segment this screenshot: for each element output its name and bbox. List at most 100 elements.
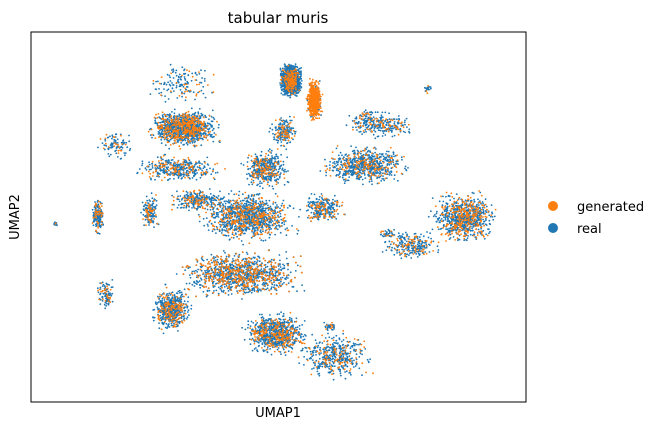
point-real (404, 239, 406, 241)
point-real (449, 199, 451, 202)
point-real (233, 193, 236, 196)
point-real (481, 201, 484, 203)
point-real (483, 220, 485, 223)
point-real (211, 129, 214, 132)
point-real (203, 165, 206, 168)
point-real (493, 215, 496, 218)
point-real (345, 160, 348, 163)
point-real (407, 167, 409, 169)
point-real (463, 221, 466, 224)
point-real (177, 139, 180, 142)
point-real (484, 223, 487, 226)
point-real (490, 204, 493, 207)
point-real (371, 183, 373, 186)
point-real (210, 115, 213, 118)
chart-title: tabular muris (228, 9, 329, 27)
point-real (272, 157, 275, 160)
point-real (254, 153, 257, 156)
point-real (361, 166, 363, 169)
point-real (412, 249, 414, 252)
point-real (428, 244, 431, 247)
point-real (355, 177, 358, 180)
point-real (206, 156, 209, 159)
point-real (154, 178, 156, 181)
point-real (418, 247, 420, 250)
point-real (465, 239, 468, 242)
point-real (390, 249, 393, 252)
point-real (177, 176, 180, 178)
point-real (209, 208, 212, 211)
point-real (388, 163, 390, 166)
point-real (201, 137, 204, 140)
point-real (209, 135, 212, 138)
point-real (194, 111, 197, 114)
point-real (164, 144, 167, 147)
point-real (350, 166, 352, 169)
point-real (158, 131, 161, 134)
point-real (277, 160, 280, 163)
point-real (353, 149, 356, 152)
point-real (360, 175, 363, 178)
point-real (136, 171, 139, 174)
point-real (208, 122, 211, 125)
point-real (202, 167, 205, 170)
point-real (277, 157, 279, 160)
point-real (249, 167, 252, 170)
point-real (184, 139, 187, 142)
point-real (458, 212, 461, 215)
point-real (282, 67, 284, 70)
point-real (335, 147, 338, 150)
point-real (445, 195, 447, 198)
point-real (447, 194, 450, 197)
point-real (428, 251, 431, 253)
point-real (151, 165, 154, 167)
point-real (442, 219, 445, 222)
point-real (445, 202, 448, 205)
point-real (259, 185, 261, 188)
point-real (276, 178, 279, 180)
point-real (367, 125, 370, 127)
point-real (160, 138, 163, 141)
point-real (280, 86, 282, 89)
point-real (284, 89, 286, 92)
point-real (390, 155, 393, 158)
point-real (289, 96, 292, 99)
point-real (221, 228, 224, 231)
point-real (270, 165, 273, 168)
point-real (300, 78, 303, 80)
point-real (390, 163, 392, 165)
point-real (296, 232, 299, 235)
scatter-points (53, 63, 497, 381)
point-real (351, 161, 354, 163)
point-real (481, 206, 484, 209)
point-real (417, 241, 420, 243)
point-real (458, 238, 461, 241)
point-real (405, 168, 407, 171)
point-real (291, 225, 293, 227)
point-real (489, 230, 491, 233)
point-real (381, 251, 384, 253)
point-real (197, 112, 200, 115)
point-real (177, 115, 180, 117)
point-real (380, 180, 383, 182)
point-real (482, 218, 484, 221)
point-real (397, 232, 400, 235)
point-real (372, 133, 375, 136)
point-real (444, 218, 447, 221)
point-real (388, 171, 390, 173)
point-real (298, 84, 301, 86)
point-real (410, 257, 413, 259)
point-real (271, 158, 273, 160)
point-real (476, 232, 479, 234)
point-real (166, 168, 169, 171)
point-real (482, 211, 485, 214)
point-real (347, 179, 350, 182)
point-real (270, 161, 273, 163)
point-real (400, 156, 403, 159)
point-real (199, 176, 202, 179)
point-real (372, 116, 375, 118)
point-real (285, 89, 288, 92)
point-real (279, 165, 282, 168)
point-real (435, 215, 437, 218)
point-real (286, 156, 289, 159)
